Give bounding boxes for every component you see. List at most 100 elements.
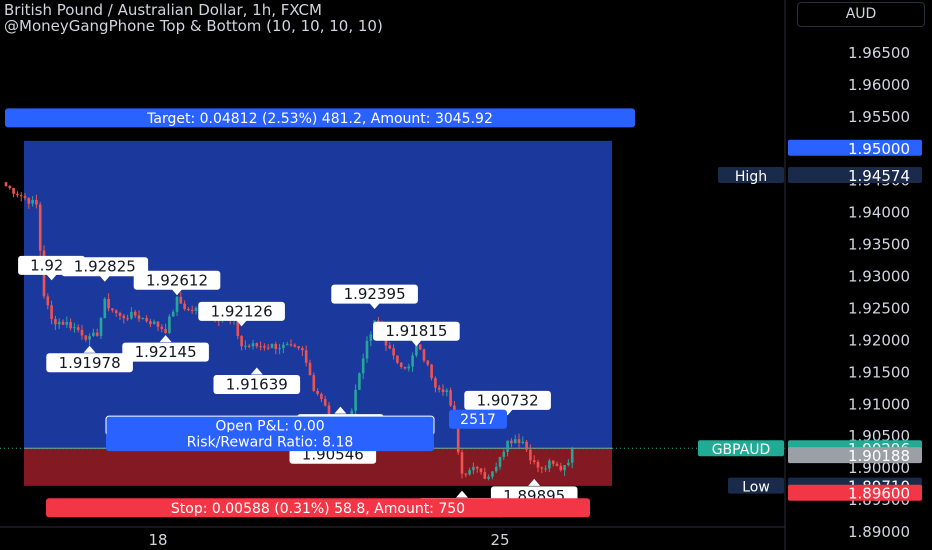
currency-button[interactable]: AUD bbox=[797, 2, 925, 27]
candle-body bbox=[548, 460, 551, 469]
candle-body bbox=[168, 316, 171, 334]
y-tick-label: 1.94000 bbox=[848, 204, 910, 222]
stop-label: Stop: 0.00588 (0.31%) 58.8, Amount: 750 bbox=[46, 498, 590, 518]
rr-label-text: Risk/Reward Ratio: 8.18 bbox=[187, 435, 354, 451]
candle-body bbox=[84, 335, 88, 340]
price-tag-value: 1.90188 bbox=[848, 447, 910, 465]
candle-body bbox=[19, 195, 23, 197]
pivot-arrow bbox=[235, 319, 248, 327]
candle-body bbox=[259, 346, 262, 348]
candle-body bbox=[130, 311, 133, 319]
candle-body bbox=[65, 322, 69, 325]
candle-body bbox=[472, 466, 475, 471]
price-tag-name-text: High bbox=[735, 169, 767, 185]
candle-body bbox=[460, 452, 464, 474]
pnl-label: Open P&L: 0.00 bbox=[105, 415, 435, 436]
candle-body bbox=[255, 343, 259, 347]
pivot-label: 1.92612 bbox=[133, 270, 221, 290]
candle-body bbox=[426, 360, 430, 365]
candle-body bbox=[289, 344, 293, 346]
candle-body bbox=[4, 182, 8, 187]
price-tag-name bbox=[698, 440, 784, 457]
candle-body bbox=[194, 307, 198, 311]
price-tag-blue bbox=[788, 139, 922, 156]
candle-body bbox=[160, 326, 164, 329]
candle-body bbox=[437, 387, 441, 390]
candle-body bbox=[551, 460, 555, 464]
pivot-label: 1.92126 bbox=[198, 301, 285, 321]
price-tag-name bbox=[718, 166, 784, 183]
candle-body bbox=[69, 322, 72, 329]
candle-body bbox=[114, 310, 118, 313]
price-tag-name-text: GBPAUD bbox=[712, 442, 771, 458]
pivot-arrow bbox=[334, 406, 347, 414]
candle-body bbox=[156, 321, 160, 327]
candle-body bbox=[494, 466, 498, 472]
candle-body bbox=[263, 346, 266, 348]
candle-body bbox=[190, 309, 194, 311]
indicator-title[interactable]: @MoneyGangPhone Top & Bottom (10, 10, 10… bbox=[4, 17, 383, 35]
pivot-arrow bbox=[159, 335, 172, 343]
candle-body bbox=[137, 315, 141, 319]
candle-body bbox=[99, 318, 103, 336]
candle-body bbox=[8, 186, 12, 189]
candle-body bbox=[73, 327, 76, 329]
candle-body bbox=[31, 199, 34, 204]
pivot-label-text: 1.91978 bbox=[59, 354, 121, 372]
pivot-arrow bbox=[98, 274, 111, 282]
candle-body bbox=[171, 311, 175, 317]
target-label: Target: 0.04812 (2.53%) 481.2, Amount: 3… bbox=[5, 108, 635, 128]
pnl-tail: 2517 bbox=[449, 409, 507, 429]
pivot-label: 1.92395 bbox=[331, 284, 418, 304]
candle-body bbox=[483, 472, 487, 479]
candle-body bbox=[456, 422, 460, 453]
y-tick-label: 1.95500 bbox=[848, 108, 910, 126]
pivot-arrow bbox=[250, 367, 263, 375]
candle-body bbox=[285, 344, 289, 346]
candle-body bbox=[149, 321, 152, 325]
candle-body bbox=[430, 364, 433, 379]
candle-body bbox=[399, 362, 403, 367]
candle-body bbox=[479, 468, 483, 473]
pivot-arrow bbox=[45, 273, 58, 281]
candle-body bbox=[152, 321, 156, 325]
price-tag-grey bbox=[788, 447, 922, 464]
pivot-arrow bbox=[528, 478, 541, 486]
chart-title: British Pound / Australian Dollar, 1h, F… bbox=[4, 1, 322, 19]
candle-body bbox=[145, 317, 148, 322]
pivot-label-text: 1.90732 bbox=[477, 391, 539, 409]
candle-body bbox=[187, 309, 190, 311]
candle-body bbox=[517, 439, 521, 443]
candle-body bbox=[54, 319, 57, 325]
y-tick-label: 1.93500 bbox=[848, 236, 910, 254]
candle-body bbox=[92, 332, 95, 337]
candle-body bbox=[126, 318, 129, 320]
y-tick-label: 1.89000 bbox=[848, 523, 910, 541]
candle-body bbox=[38, 204, 42, 251]
rr-label: Risk/Reward Ratio: 8.18 bbox=[106, 432, 434, 452]
candle-body bbox=[510, 440, 513, 444]
candle-body bbox=[175, 296, 179, 312]
candle-body bbox=[411, 355, 414, 367]
pivot-arrow bbox=[368, 302, 381, 310]
candle-body bbox=[183, 303, 186, 310]
x-tick-label: 18 bbox=[148, 531, 167, 549]
candle-body bbox=[540, 467, 544, 469]
candle-body bbox=[122, 315, 126, 319]
candle-body bbox=[141, 317, 145, 319]
y-tick-label: 1.93000 bbox=[848, 268, 910, 286]
candle-body bbox=[304, 350, 308, 363]
candle-body bbox=[247, 345, 251, 347]
candle-body bbox=[559, 465, 563, 471]
stop-label-text: Stop: 0.00588 (0.31%) 58.8, Amount: 750 bbox=[171, 501, 465, 517]
candle-body bbox=[513, 439, 517, 444]
candle-body bbox=[244, 345, 247, 347]
candle-body bbox=[23, 196, 27, 199]
pivot-arrow bbox=[410, 339, 423, 347]
candle-body bbox=[35, 199, 38, 205]
candle-body bbox=[240, 335, 243, 347]
candle-body bbox=[251, 343, 255, 347]
candle-body bbox=[532, 460, 536, 462]
x-tick-label: 25 bbox=[490, 531, 509, 549]
